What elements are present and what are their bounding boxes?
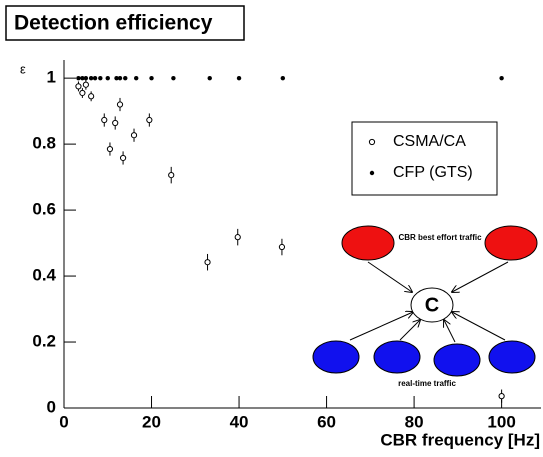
point	[88, 93, 95, 100]
legend-label: CSMA/CA	[393, 133, 466, 150]
point	[105, 75, 110, 81]
arrow	[349, 312, 413, 341]
chart-title: Detection efficiency	[14, 12, 213, 35]
point	[134, 75, 139, 81]
point	[114, 75, 119, 81]
point	[234, 234, 241, 241]
point	[207, 75, 212, 81]
point	[116, 101, 124, 108]
point	[280, 75, 286, 81]
point	[117, 75, 123, 81]
x-tick-label: 20	[142, 412, 161, 431]
arrow	[444, 320, 456, 343]
point	[168, 172, 175, 179]
node-center	[410, 287, 454, 323]
point	[76, 75, 81, 81]
point	[82, 81, 89, 88]
legend-box	[351, 121, 498, 196]
arrow	[452, 312, 506, 341]
node-blue	[488, 340, 536, 374]
y-axis-label: ε	[20, 61, 26, 76]
x-tick-label: 100	[487, 412, 515, 431]
arrow	[399, 320, 420, 341]
point	[146, 116, 153, 124]
point	[88, 75, 94, 81]
point	[119, 154, 127, 162]
inset-top-label: CBR best effort traffic	[398, 233, 482, 242]
point	[171, 75, 176, 81]
point	[98, 75, 103, 81]
point	[101, 116, 108, 124]
y-tick-label: 0.6	[32, 200, 56, 219]
point	[112, 119, 119, 127]
arrow	[452, 261, 509, 292]
node-blue	[433, 343, 481, 377]
node-blue	[373, 340, 421, 374]
point	[80, 75, 85, 81]
node-red	[341, 225, 395, 261]
legend-marker	[368, 138, 376, 146]
point	[499, 75, 504, 81]
x-tick-label: 60	[317, 412, 336, 431]
point	[130, 132, 138, 139]
point	[75, 83, 82, 90]
node-blue	[312, 340, 360, 374]
inset-bottom-label: real-time traffic	[398, 379, 456, 388]
x-tick-label: 40	[230, 412, 249, 431]
point	[83, 75, 89, 81]
point	[149, 75, 154, 81]
legend-marker	[369, 170, 375, 176]
point	[204, 259, 211, 266]
y-tick-label: 0.4	[32, 266, 56, 285]
inset-center-label: C	[425, 294, 439, 316]
title-box	[5, 5, 245, 41]
legend-label: CFP (GTS)	[393, 164, 473, 181]
point	[92, 75, 98, 81]
x-tick-label: 80	[405, 412, 424, 431]
y-tick-label: 0.2	[32, 332, 56, 351]
x-tick-label: 0	[59, 412, 68, 431]
y-tick-label: 0	[47, 397, 56, 416]
point	[79, 89, 86, 97]
point	[106, 145, 114, 153]
arrow	[367, 261, 412, 292]
inset-diagram	[312, 225, 538, 377]
point	[123, 75, 128, 81]
point	[278, 243, 286, 251]
point	[236, 75, 242, 81]
point	[498, 393, 505, 400]
y-tick-label: 1	[47, 68, 56, 87]
y-tick-label: 0.8	[32, 134, 56, 153]
node-red	[484, 225, 538, 261]
x-axis-label: CBR frequency [Hz]	[380, 430, 540, 449]
